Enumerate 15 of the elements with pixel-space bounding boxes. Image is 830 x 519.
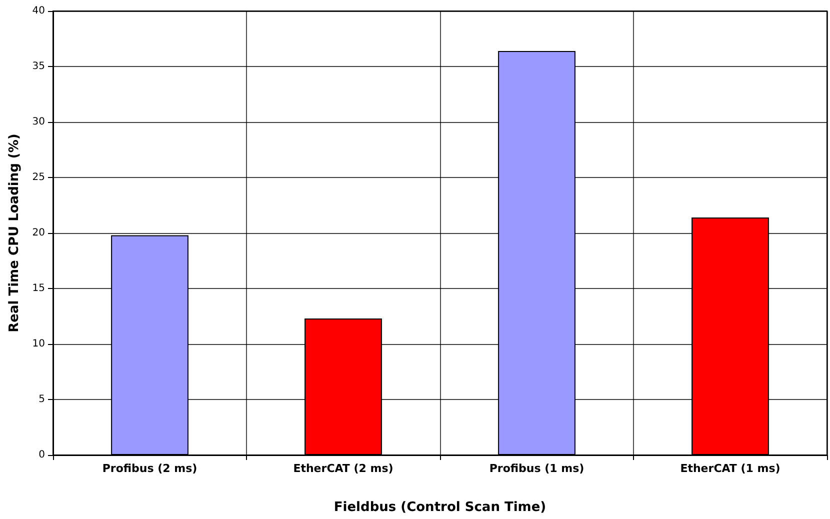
x-tick-label: EtherCAT (1 ms)	[680, 462, 780, 475]
x-tick-label: EtherCAT (2 ms)	[293, 462, 394, 475]
y-tick-label: 40	[32, 6, 45, 16]
y-tick-label: 0	[38, 450, 45, 460]
y-tick-label: 25	[32, 172, 45, 183]
y-tick-label: 30	[32, 116, 45, 128]
x-tick-label: Profibus (2 ms)	[102, 462, 198, 475]
x-axis-title: Fieldbus (Control Scan Time)	[334, 500, 546, 515]
y-tick-label: 5	[38, 394, 45, 405]
y-tick-label: 35	[32, 61, 45, 72]
x-tick-label: Profibus (1 ms)	[489, 462, 584, 475]
y-tick-label: 15	[32, 283, 45, 294]
y-tick-label: 20	[32, 228, 45, 238]
y-tick-label: 10	[32, 338, 45, 350]
y-axis-title: Real Time CPU Loading (%)	[7, 134, 22, 332]
